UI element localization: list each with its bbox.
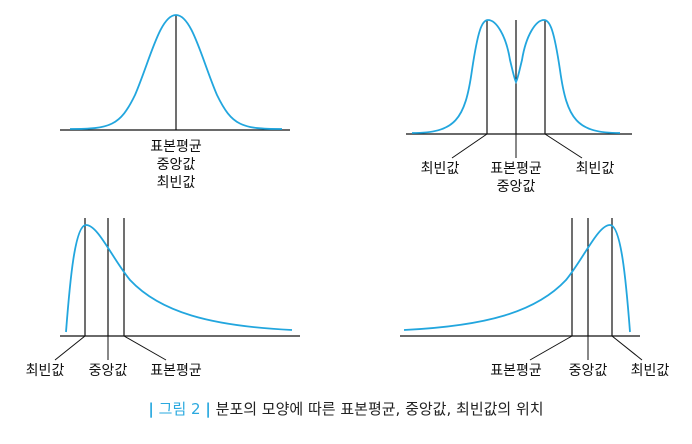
curve-symmetric [69,14,283,130]
leader-mean-rs [123,335,167,361]
label-ls-median: 중앙값 [568,363,608,379]
panel-left-skewed [400,218,643,361]
label-ls-mode: 최빈값 [630,363,670,379]
label-rs-mode: 최빈값 [25,363,65,379]
caption-figure-number: 그림 2 [158,400,201,418]
leader-mean-ls [529,335,573,361]
caption-text: 분포의 모양에 따른 표본평균, 중앙값, 최빈값의 위치 [215,400,544,418]
label-rs-mean: 표본평균 [150,363,202,379]
panel-bimodal [406,19,632,159]
label-bimodal-median: 중앙값 [496,179,536,195]
label-bimodal-mean: 표본평균 [490,161,542,177]
leader-mode-left [451,133,488,159]
caption-bar-right: | [205,400,211,418]
caption-bar-left: | [148,400,154,418]
label-bimodal-mode-left: 최빈값 [420,161,460,177]
label-sym-median: 중앙값 [156,157,196,173]
leader-mode-right [544,133,583,159]
leader-mode-ls [611,335,643,361]
figure-caption: | 그림 2 | 분포의 모양에 따른 표본평균, 중앙값, 최빈값의 위치 [0,398,692,419]
curve-left-skewed [403,224,631,333]
label-ls-mean: 표본평균 [490,363,542,379]
panel-symmetric [60,14,290,131]
leader-mode-rs [54,335,86,361]
label-sym-mean: 표본평균 [150,139,202,155]
curve-bimodal [411,19,621,134]
label-bimodal-mode-right: 최빈값 [575,161,615,177]
label-sym-mode: 최빈값 [156,175,196,191]
label-rs-median: 중앙값 [88,363,128,379]
panel-right-skewed [54,218,300,361]
curve-right-skewed [65,224,293,333]
